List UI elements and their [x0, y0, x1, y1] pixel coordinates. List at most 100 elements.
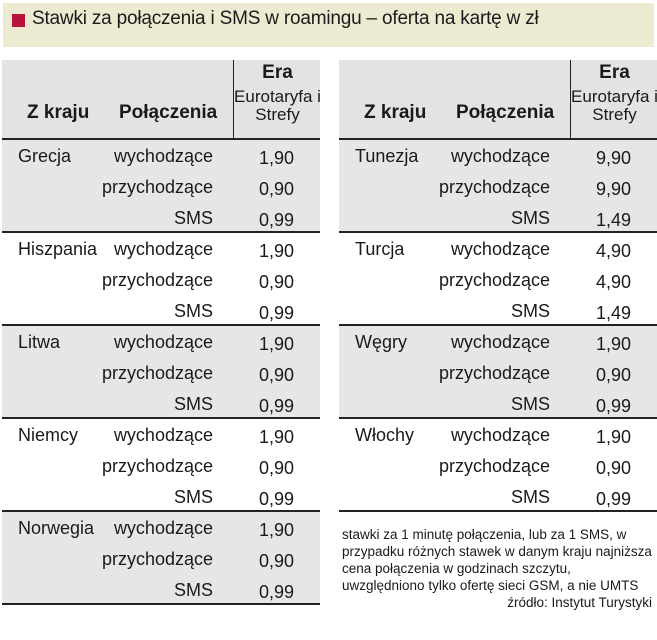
- call-type: wychodzące: [450, 146, 550, 166]
- country-name: Węgry: [355, 332, 408, 352]
- table-body: Grecja wychodzące 1,90 przychodzące 0,90 SMS 0…: [2, 140, 320, 605]
- operator-subtitle: Eurotaryfa i Strefy: [234, 87, 321, 124]
- call-type: wychodzące: [113, 332, 213, 352]
- rate-value: 1,90: [258, 427, 295, 447]
- table-header: Z kraju Połączenia Era Eurotaryfa i Stre…: [339, 60, 657, 140]
- table-header: Z kraju Połączenia Era Eurotaryfa i Stre…: [2, 60, 321, 140]
- rate-value: 4,90: [595, 241, 632, 261]
- table-row: przychodzące 0,90: [2, 543, 320, 574]
- footnote-text: stawki za 1 minutę połączenia, lub za 1 …: [342, 527, 652, 593]
- table-row: wychodzące 1,90: [339, 326, 657, 357]
- table-row: wychodzące 1,90: [339, 419, 657, 450]
- source-note: źródło: Instytut Turystyki: [507, 595, 652, 610]
- rate-value: 1,90: [258, 241, 295, 261]
- call-type: SMS: [510, 301, 550, 321]
- country-block: Tunezja wychodzące 9,90 przychodzące 9,90 SMS…: [339, 140, 657, 233]
- table-row: wychodzące 1,90: [2, 512, 320, 543]
- header-operator: Era Eurotaryfa i Strefy: [570, 60, 657, 138]
- rate-value: 0,99: [595, 489, 632, 509]
- page-title: Stawki za połączenia i SMS w roamingu – …: [32, 8, 539, 29]
- table-row: SMS 1,49: [339, 295, 657, 326]
- table-body: Tunezja wychodzące 9,90 przychodzące 9,90 SMS…: [339, 140, 657, 512]
- rate-value: 1,49: [595, 303, 632, 323]
- call-type: SMS: [510, 394, 550, 414]
- call-type: wychodzące: [113, 518, 213, 538]
- country-name: Włochy: [355, 425, 415, 445]
- country-name: Norwegia: [18, 518, 95, 538]
- rates-table-left: Z kraju Połączenia Era Eurotaryfa i Stre…: [2, 60, 321, 605]
- country-block: Turcja wychodzące 4,90 przychodzące 4,90 SMS 1…: [339, 233, 657, 326]
- table-row: przychodzące 0,90: [2, 264, 320, 295]
- call-type: SMS: [173, 487, 213, 507]
- rate-value: 0,99: [258, 489, 295, 509]
- country-block: Norwegia wychodzące 1,90 przychodzące 0,90 SM…: [2, 512, 320, 605]
- call-type: SMS: [510, 487, 550, 507]
- title-bar: Stawki za połączenia i SMS w roamingu – …: [3, 3, 654, 47]
- rate-value: 1,90: [258, 520, 295, 540]
- operator-name: Era: [262, 62, 293, 83]
- header-polaczenia: Połączenia: [456, 102, 555, 123]
- rates-table-right: Z kraju Połączenia Era Eurotaryfa i Stre…: [339, 60, 657, 512]
- rate-value: 0,99: [258, 303, 295, 323]
- call-type: wychodzące: [113, 146, 213, 166]
- table-row: SMS 0,99: [339, 481, 657, 512]
- country-name: Turcja: [355, 239, 405, 259]
- table-row: przychodzące 0,90: [2, 450, 320, 481]
- rate-value: 4,90: [595, 272, 632, 292]
- country-block: Włochy wychodzące 1,90 przychodzące 0,90 SMS 0…: [339, 419, 657, 512]
- rate-value: 0,90: [258, 179, 295, 199]
- call-type: przychodzące: [101, 270, 213, 290]
- header-kraj: Z kraju: [27, 102, 90, 123]
- call-type: przychodzące: [438, 270, 550, 290]
- call-type: wychodzące: [450, 425, 550, 445]
- country-block: Litwa wychodzące 1,90 przychodzące 0,90 SMS 0,…: [2, 326, 320, 419]
- rate-value: 0,90: [258, 365, 295, 385]
- table-row: SMS 1,49: [339, 202, 657, 233]
- call-type: przychodzące: [438, 363, 550, 383]
- table-row: przychodzące 0,90: [339, 357, 657, 388]
- table-row: przychodzące 9,90: [339, 171, 657, 202]
- country-block: Niemcy wychodzące 1,90 przychodzące 0,90 SMS 0…: [2, 419, 320, 512]
- table-row: SMS 0,99: [2, 574, 320, 605]
- table-row: SMS 0,99: [2, 388, 320, 419]
- table-row: wychodzące 1,90: [2, 326, 320, 357]
- country-name: Hiszpania: [18, 239, 98, 259]
- country-name: Grecja: [18, 146, 72, 166]
- rate-value: 0,90: [258, 458, 295, 478]
- table-row: SMS 0,99: [2, 295, 320, 326]
- call-type: wychodzące: [113, 425, 213, 445]
- table-row: przychodzące 0,90: [2, 171, 320, 202]
- table-row: przychodzące 0,90: [2, 357, 320, 388]
- rate-value: 0,99: [258, 210, 295, 230]
- call-type: przychodzące: [101, 549, 213, 569]
- table-row: wychodzące 1,90: [2, 233, 320, 264]
- call-type: przychodzące: [101, 177, 213, 197]
- call-type: wychodzące: [450, 239, 550, 259]
- call-type: SMS: [173, 301, 213, 321]
- call-type: SMS: [173, 394, 213, 414]
- table-row: wychodzące 4,90: [339, 233, 657, 264]
- country-block: Grecja wychodzące 1,90 przychodzące 0,90 SMS 0…: [2, 140, 320, 233]
- rate-value: 0,99: [258, 396, 295, 416]
- rate-value: 0,90: [258, 551, 295, 571]
- table-row: SMS 0,99: [2, 481, 320, 512]
- call-type: wychodzące: [450, 332, 550, 352]
- country-name: Litwa: [18, 332, 61, 352]
- operator-subtitle: Eurotaryfa i Strefy: [571, 87, 657, 124]
- footnote: stawki za 1 minutę połączenia, lub za 1 …: [342, 526, 652, 611]
- table-row: przychodzące 4,90: [339, 264, 657, 295]
- country-name: Tunezja: [355, 146, 419, 166]
- country-block: Węgry wychodzące 1,90 przychodzące 0,90 SMS 0,…: [339, 326, 657, 419]
- rate-value: 1,90: [258, 148, 295, 168]
- call-type: SMS: [173, 580, 213, 600]
- rate-value: 0,90: [595, 458, 632, 478]
- rate-value: 9,90: [595, 179, 632, 199]
- rate-value: 0,90: [258, 272, 295, 292]
- call-type: przychodzące: [101, 363, 213, 383]
- rate-value: 1,90: [258, 334, 295, 354]
- call-type: SMS: [173, 208, 213, 228]
- rate-value: 0,99: [258, 582, 295, 602]
- header-kraj: Z kraju: [364, 102, 427, 123]
- country-block: Hiszpania wychodzące 1,90 przychodzące 0,90 S…: [2, 233, 320, 326]
- header-operator: Era Eurotaryfa i Strefy: [233, 60, 321, 138]
